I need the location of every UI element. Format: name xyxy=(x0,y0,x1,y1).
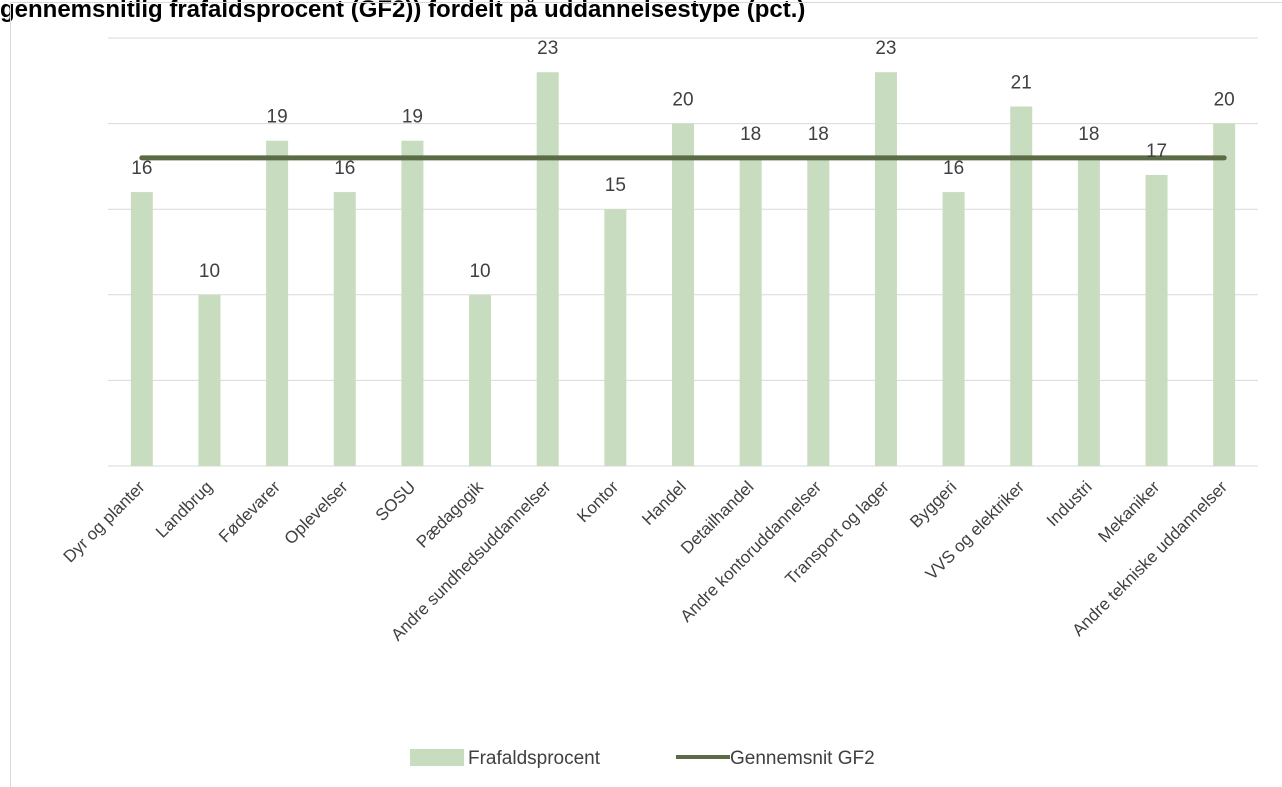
bar-10 xyxy=(807,157,830,466)
x-tick-label-14: Industri xyxy=(1043,477,1096,530)
value-label-7: 15 xyxy=(605,175,626,196)
bar-15 xyxy=(1145,174,1168,466)
legend-label-gennemsnit: Gennemsnit GF2 xyxy=(730,748,875,769)
bar-6 xyxy=(536,72,559,467)
bar-9 xyxy=(739,157,762,466)
value-label-1: 10 xyxy=(199,261,220,282)
bar-4 xyxy=(401,140,424,466)
x-tick-label-2: Fødevarer xyxy=(215,477,284,546)
bar-8 xyxy=(672,123,694,466)
value-label-9: 18 xyxy=(740,124,761,145)
x-tick-label-1: Landbrug xyxy=(152,477,216,541)
bars xyxy=(130,72,1236,467)
value-label-0: 16 xyxy=(131,158,152,179)
bar-12 xyxy=(942,192,965,466)
value-label-3: 16 xyxy=(334,158,355,179)
value-label-8: 20 xyxy=(672,90,693,111)
x-tick-label-4: SOSU xyxy=(372,477,420,525)
bar-16 xyxy=(1213,123,1236,466)
value-label-10: 18 xyxy=(808,124,829,145)
value-label-12: 16 xyxy=(943,158,964,179)
x-tick-label-3: Oplevelser xyxy=(281,477,352,548)
value-label-11: 23 xyxy=(875,38,896,59)
legend-label-frafaldsprocent: Frafaldsprocent xyxy=(468,748,601,769)
bar-13 xyxy=(1010,106,1033,466)
value-label-13: 21 xyxy=(1011,72,1032,93)
legend: Frafaldsprocent Gennemsnit GF2 xyxy=(410,748,875,769)
bar-14 xyxy=(1077,157,1100,466)
value-label-4: 19 xyxy=(402,107,423,128)
value-label-5: 10 xyxy=(469,261,490,282)
bar-5 xyxy=(469,294,492,466)
bar-0 xyxy=(130,192,153,466)
bar-11 xyxy=(874,72,897,467)
bar-7 xyxy=(604,209,627,466)
x-tick-label-5: Pædagogik xyxy=(413,477,488,552)
x-tick-label-15: Mekaniker xyxy=(1094,477,1163,546)
chart-frame xyxy=(10,2,1282,787)
x-tick-label-10: Andre kontoruddannelser xyxy=(677,477,826,626)
x-tick-label-8: Handel xyxy=(638,477,690,529)
value-label-6: 23 xyxy=(537,38,558,59)
value-label-14: 18 xyxy=(1078,124,1099,145)
value-labels: 16 10 19 16 19 10 23 15 20 18 18 23 16 21 18 17 20 xyxy=(131,38,1234,282)
x-tick-label-12: Byggeri xyxy=(906,477,960,531)
x-tick-label-0: Dyr og planter xyxy=(60,477,149,566)
value-label-16: 20 xyxy=(1214,90,1235,111)
bar-1 xyxy=(198,294,221,466)
x-tick-labels: Dyr og planter LandbrugFødevarerOplevelse… xyxy=(60,477,1232,644)
bar-2 xyxy=(266,140,289,466)
x-tick-label-7: Kontor xyxy=(573,477,622,526)
chart-title: gennemsnitlig frafaldsprocent (GF2)) for… xyxy=(0,0,806,23)
value-label-2: 19 xyxy=(267,107,288,128)
bar-3 xyxy=(333,192,356,466)
value-label-15: 17 xyxy=(1146,141,1167,162)
legend-swatch-frafaldsprocent xyxy=(410,749,464,766)
